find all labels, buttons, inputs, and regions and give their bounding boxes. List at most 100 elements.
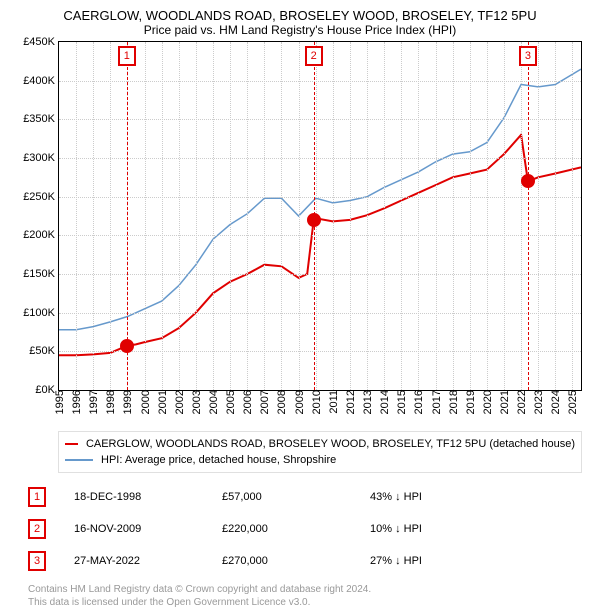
event-date-1: 18-DEC-1998 [74,491,194,503]
ytick-label: £350K [23,113,59,125]
event-diff-3: 27% ↓ HPI [370,555,490,567]
xtick-label: 1995 [54,390,66,414]
xtick-label: 2015 [396,390,408,414]
event-table: 1 18-DEC-1998 £57,000 43% ↓ HPI 2 16-NOV… [28,481,592,577]
grid-v [333,42,334,390]
legend-row-0: CAERGLOW, WOODLANDS ROAD, BROSELEY WOOD,… [65,436,575,452]
xtick-label: 2006 [242,390,254,414]
event-point-2 [307,213,321,227]
event-marker-2: 2 [28,519,46,539]
event-box-1: 1 [118,46,136,66]
event-point-3 [521,174,535,188]
series-line-0 [59,135,581,355]
xtick-label: 2022 [516,390,528,414]
grid-v [555,42,556,390]
grid-h [59,274,581,275]
xtick-label: 1999 [122,390,134,414]
ytick-label: £300K [23,152,59,164]
chart-title: CAERGLOW, WOODLANDS ROAD, BROSELEY WOOD,… [8,8,592,23]
grid-h [59,235,581,236]
event-row-1: 2 16-NOV-2009 £220,000 10% ↓ HPI [28,513,592,545]
grid-h [59,351,581,352]
chart-container: CAERGLOW, WOODLANDS ROAD, BROSELEY WOOD,… [0,0,600,590]
grid-v [350,42,351,390]
xtick-label: 2005 [225,390,237,414]
grid-h [59,313,581,314]
xtick-label: 2008 [276,390,288,414]
event-point-1 [120,339,134,353]
ytick-label: £200K [23,229,59,241]
xtick-label: 1998 [105,390,117,414]
ytick-label: £50K [29,345,59,357]
grid-v [572,42,573,390]
event-diff-2: 10% ↓ HPI [370,523,490,535]
grid-v [521,42,522,390]
grid-v [436,42,437,390]
legend-row-1: HPI: Average price, detached house, Shro… [65,452,575,468]
legend-swatch-0 [65,443,78,445]
grid-v [299,42,300,390]
grid-h [59,158,581,159]
grid-v [110,42,111,390]
xtick-label: 2000 [140,390,152,414]
title-block: CAERGLOW, WOODLANDS ROAD, BROSELEY WOOD,… [8,8,592,37]
grid-v [76,42,77,390]
xtick-label: 2004 [208,390,220,414]
grid-v [487,42,488,390]
xtick-label: 2021 [499,390,511,414]
xtick-label: 2003 [191,390,203,414]
grid-v [504,42,505,390]
xtick-label: 2018 [448,390,460,414]
xtick-label: 2009 [294,390,306,414]
xtick-label: 2016 [413,390,425,414]
event-diff-1: 43% ↓ HPI [370,491,490,503]
grid-h [59,197,581,198]
event-date-3: 27-MAY-2022 [74,555,194,567]
xtick-label: 2017 [431,390,443,414]
grid-v [145,42,146,390]
xtick-label: 1997 [88,390,100,414]
grid-v [230,42,231,390]
grid-v [281,42,282,390]
grid-v [213,42,214,390]
xtick-label: 2024 [550,390,562,414]
xtick-label: 2011 [328,390,340,414]
footer: Contains HM Land Registry data © Crown c… [28,583,592,609]
event-price-2: £220,000 [222,523,342,535]
grid-v [264,42,265,390]
grid-v [384,42,385,390]
ytick-label: £150K [23,268,59,280]
event-box-2: 2 [305,46,323,66]
grid-v [418,42,419,390]
event-marker-1: 1 [28,487,46,507]
plot-area: £0K£50K£100K£150K£200K£250K£300K£350K£40… [58,41,582,391]
grid-v [93,42,94,390]
xtick-label: 2013 [362,390,374,414]
xtick-label: 2023 [533,390,545,414]
grid-v [470,42,471,390]
event-marker-3: 3 [28,551,46,571]
grid-v [196,42,197,390]
grid-v [179,42,180,390]
event-price-3: £270,000 [222,555,342,567]
event-line [127,42,128,390]
xtick-label: 2010 [311,390,323,414]
legend-label-0: CAERGLOW, WOODLANDS ROAD, BROSELEY WOOD,… [86,438,575,450]
ytick-label: £100K [23,307,59,319]
grid-h [59,81,581,82]
xtick-label: 2007 [259,390,271,414]
grid-v [367,42,368,390]
event-price-1: £57,000 [222,491,342,503]
xtick-label: 2019 [465,390,477,414]
grid-v [247,42,248,390]
event-row-0: 1 18-DEC-1998 £57,000 43% ↓ HPI [28,481,592,513]
xtick-label: 2025 [567,390,579,414]
xtick-label: 1996 [71,390,83,414]
chart-subtitle: Price paid vs. HM Land Registry's House … [8,23,592,37]
xtick-label: 2014 [379,390,391,414]
event-date-2: 16-NOV-2009 [74,523,194,535]
series-line-1 [59,69,581,330]
grid-v [162,42,163,390]
xtick-label: 2012 [345,390,357,414]
ytick-label: £400K [23,75,59,87]
